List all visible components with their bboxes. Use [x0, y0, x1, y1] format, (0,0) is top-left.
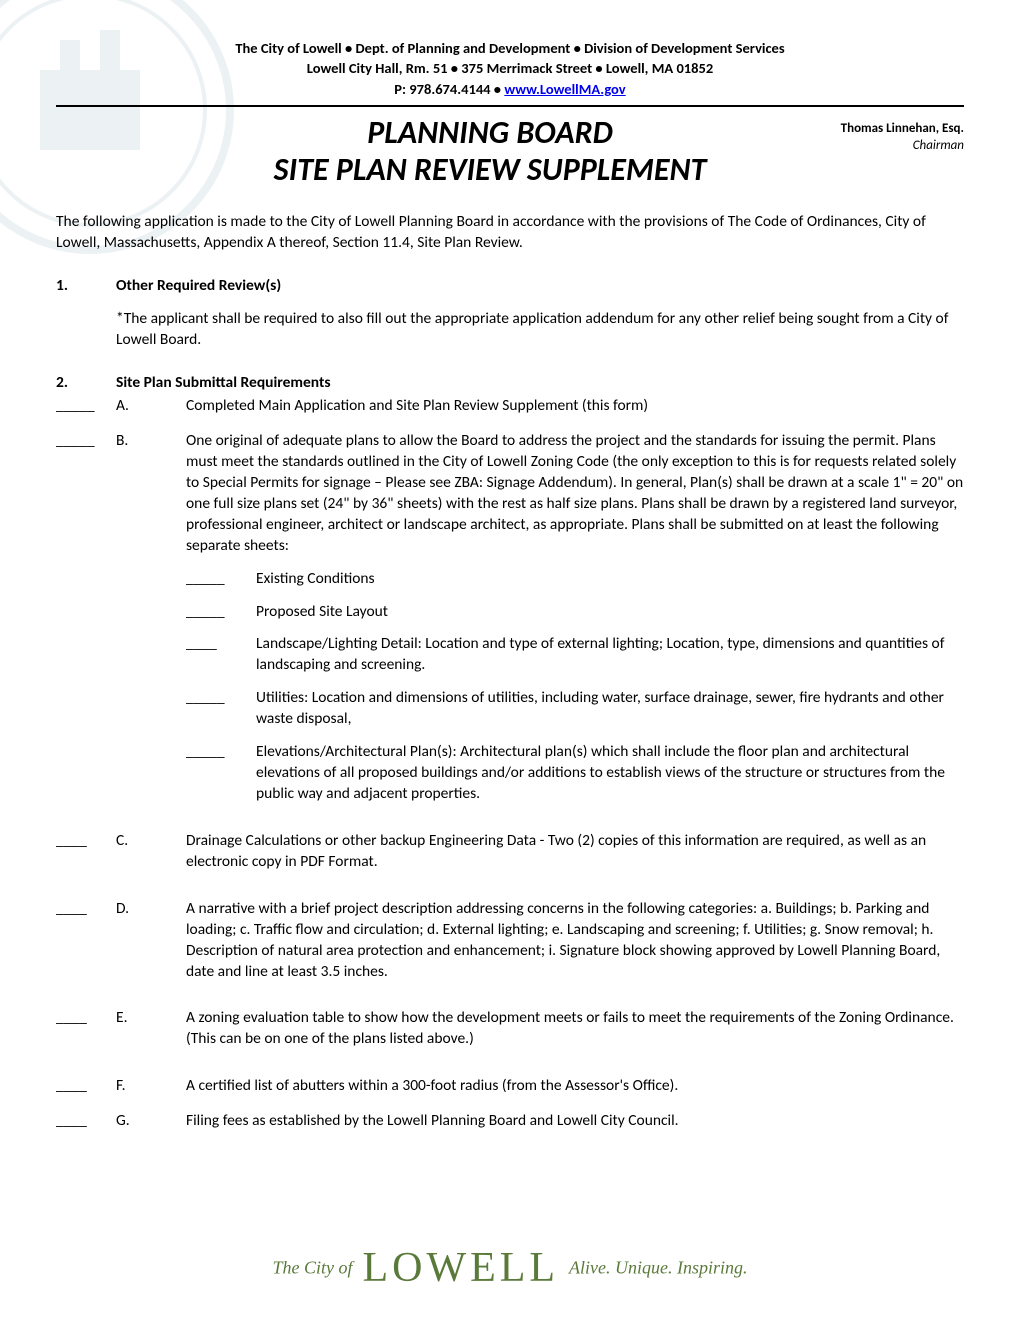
- nested-proposed: _____ Proposed Site Layout: [186, 602, 964, 623]
- letterhead-line2: Lowell City Hall, Rm. 51 • 375 Merrimack…: [56, 58, 964, 78]
- chairman-block: Thomas Linnehan, Esq. Chairman: [784, 115, 964, 155]
- section-2-heading: 2. Site Plan Submittal Requirements: [56, 373, 964, 392]
- letterhead-contact: P: 978.674.4144 • www.LowellMA.gov: [56, 79, 964, 99]
- item-f: ____ F. A certified list of abutters wit…: [56, 1076, 964, 1097]
- section-1-note: *The applicant shall be required to also…: [116, 309, 964, 351]
- nested-utilities: _____ Utilities: Location and dimensions…: [186, 688, 964, 730]
- footer-prefix: The City of: [272, 1258, 352, 1278]
- title-row: PLANNING BOARD SITE PLAN REVIEW SUPPLEME…: [56, 115, 964, 189]
- footer-logo: The City of LOWELL Alive. Unique. Inspir…: [0, 1244, 1020, 1292]
- letterhead: The City of Lowell • Dept. of Planning a…: [56, 38, 964, 99]
- item-b: _____ B. One original of adequate plans …: [56, 431, 964, 557]
- intro-paragraph: The following application is made to the…: [56, 212, 964, 254]
- footer-city-name: LOWELL: [356, 1245, 565, 1291]
- nested-elevations: _____ Elevations/Architectural Plan(s): …: [186, 742, 964, 805]
- section-1-heading: 1. Other Required Review(s): [56, 276, 964, 295]
- item-a: _____ A. Completed Main Application and …: [56, 396, 964, 417]
- nested-existing: _____ Existing Conditions: [186, 569, 964, 590]
- document-title: PLANNING BOARD SITE PLAN REVIEW SUPPLEME…: [56, 115, 784, 189]
- item-d: ____ D. A narrative with a brief project…: [56, 899, 964, 983]
- item-b-sublist: _____ Existing Conditions _____ Proposed…: [186, 569, 964, 805]
- item-c: ____ C. Drainage Calculations or other b…: [56, 831, 964, 873]
- nested-landscape: ____ Landscape/Lighting Detail: Location…: [186, 634, 964, 676]
- letterhead-line1: The City of Lowell • Dept. of Planning a…: [56, 38, 964, 58]
- document-body: The City of Lowell • Dept. of Planning a…: [0, 0, 1020, 1132]
- chairman-name: Thomas Linnehan, Esq.: [784, 121, 964, 138]
- item-g: ____ G. Filing fees as established by th…: [56, 1111, 964, 1132]
- chairman-role: Chairman: [784, 138, 964, 155]
- footer-tagline: Alive. Unique. Inspiring.: [569, 1258, 747, 1278]
- header-divider: [56, 105, 964, 107]
- item-e: ____ E. A zoning evaluation table to sho…: [56, 1008, 964, 1050]
- website-link[interactable]: www.LowellMA.gov: [504, 80, 625, 98]
